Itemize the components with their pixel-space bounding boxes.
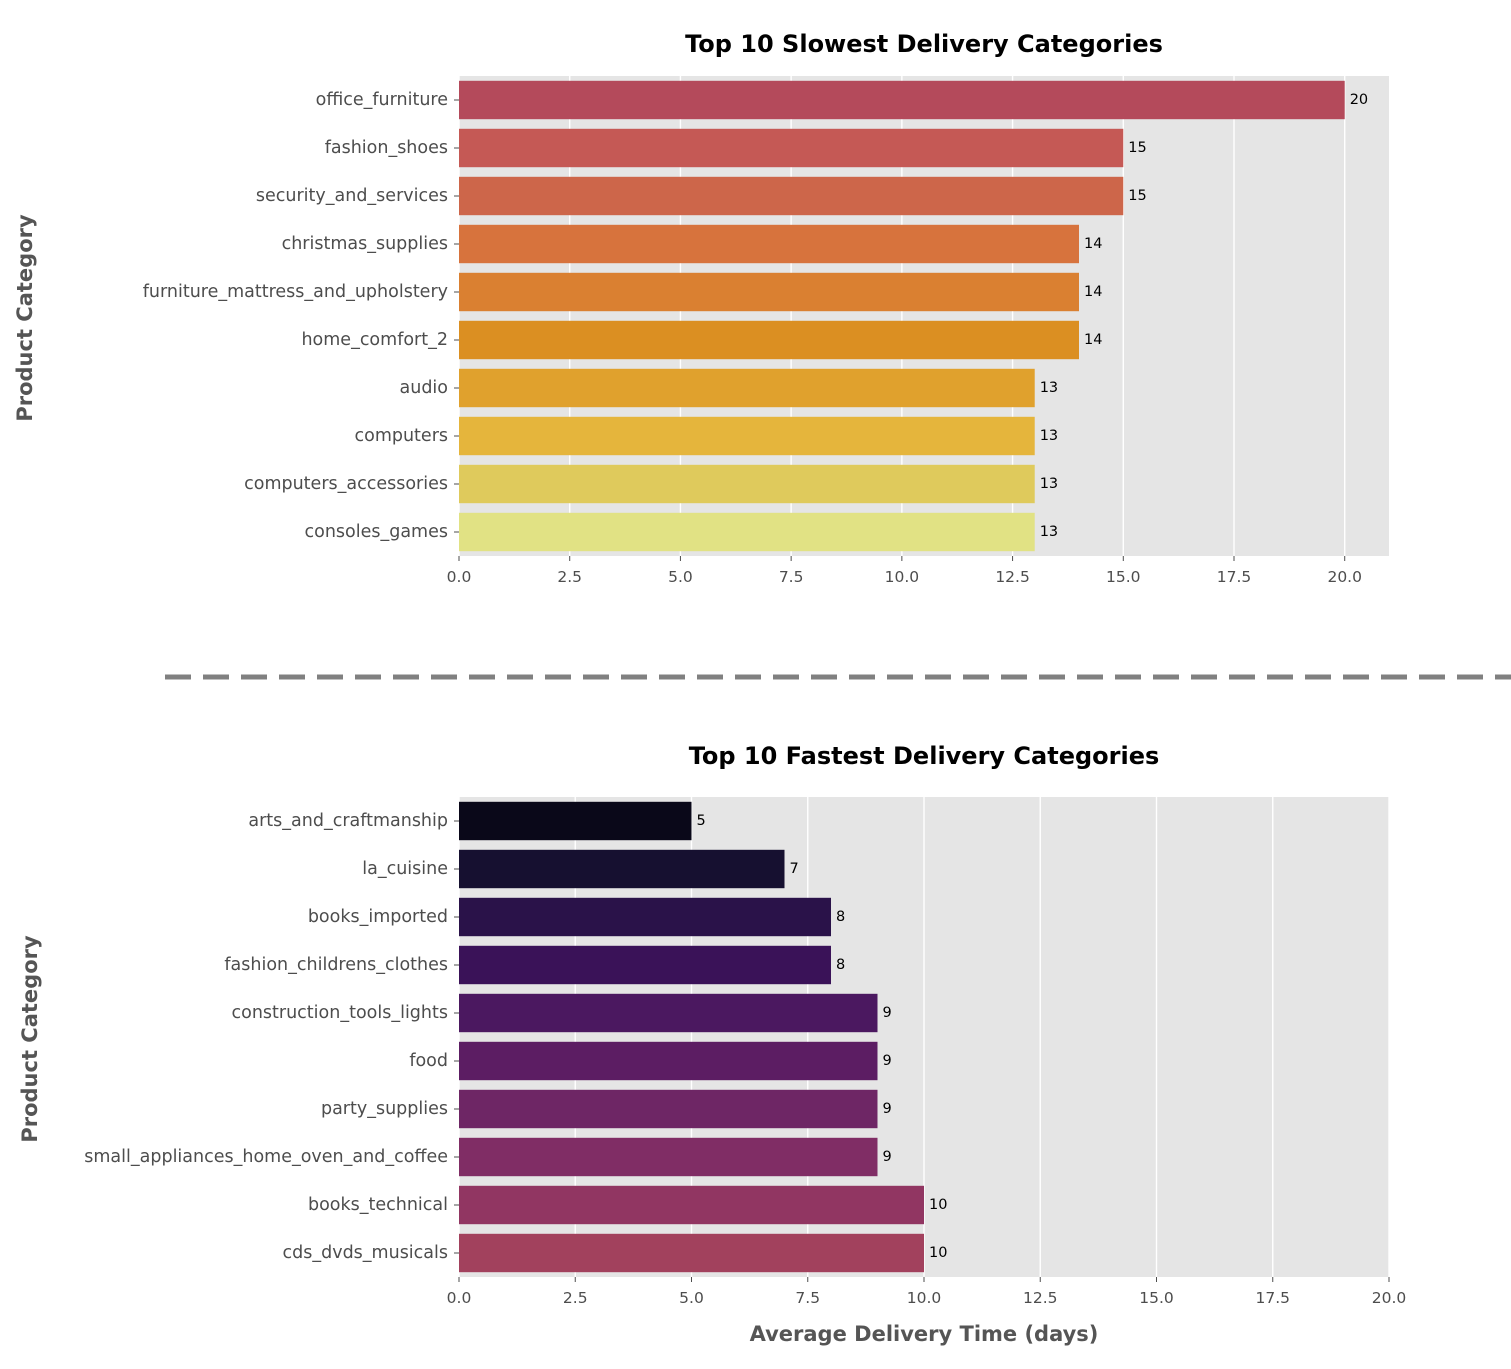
fastest-bar — [459, 1185, 924, 1225]
fastest-x-tick-label: 5.0 — [679, 1289, 704, 1307]
fastest-category-label: cds_dvds_musicals — [283, 1243, 448, 1263]
fastest-bar — [459, 1233, 924, 1273]
fastest-x-tick-label: 12.5 — [1023, 1289, 1058, 1307]
slowest-bar — [459, 464, 1035, 504]
slowest-category-label: furniture_mattress_and_upholstery — [143, 282, 448, 302]
fastest-chart-title: Top 10 Fastest Delivery Categories — [689, 742, 1160, 770]
fastest-x-tick-label: 17.5 — [1255, 1289, 1290, 1307]
fastest-x-tick-label: 0.0 — [447, 1289, 472, 1307]
fastest-x-tick-label: 20.0 — [1372, 1289, 1407, 1307]
slowest-data-label: 13 — [1040, 476, 1058, 492]
slowest-x-tick-label: 0.0 — [447, 568, 472, 586]
fastest-x-tick-label: 7.5 — [795, 1289, 820, 1307]
slowest-data-label: 14 — [1084, 284, 1102, 300]
slowest-category-label: computers — [354, 426, 448, 446]
slowest-category-label: consoles_games — [304, 522, 448, 542]
slowest-data-label: 13 — [1040, 380, 1058, 396]
fastest-x-tick-label: 10.0 — [907, 1289, 942, 1307]
fastest-chart: arts_and_craftmanship la_cuisine books_imp… — [18, 742, 1406, 1346]
slowest-bar — [459, 224, 1079, 264]
slowest-data-labels: 20 15 15 14 14 14 13 13 13 13 — [1040, 92, 1368, 540]
fastest-data-label: 9 — [883, 1053, 892, 1069]
fastest-x-tick-labels: 0.0 2.5 5.0 7.5 10.0 12.5 15.0 17.5 20.0 — [447, 1277, 1407, 1307]
slowest-category-label: audio — [400, 378, 449, 398]
slowest-x-tick-label: 15.0 — [1106, 568, 1141, 586]
fastest-bars — [459, 801, 924, 1273]
slowest-category-label: security_and_services — [256, 186, 448, 206]
slowest-data-label: 15 — [1128, 140, 1146, 156]
fastest-data-label: 8 — [836, 957, 845, 973]
fastest-category-label: food — [409, 1051, 448, 1071]
fastest-data-label: 9 — [883, 1005, 892, 1021]
slowest-bar — [459, 512, 1035, 552]
fastest-data-label: 10 — [929, 1197, 947, 1213]
fastest-bar — [459, 1041, 878, 1081]
fastest-x-tick-label: 15.0 — [1139, 1289, 1174, 1307]
fastest-bar — [459, 897, 831, 937]
fastest-data-label: 5 — [697, 813, 706, 829]
fastest-category-label: arts_and_craftmanship — [248, 811, 448, 831]
slowest-bars — [459, 80, 1345, 552]
slowest-bar — [459, 128, 1124, 168]
fastest-bar — [459, 993, 878, 1033]
fastest-x-axis-label: Average Delivery Time (days) — [750, 1322, 1099, 1346]
slowest-x-tick-labels: 0.0 2.5 5.0 7.5 10.0 12.5 15.0 17.5 20.0 — [447, 556, 1362, 586]
slowest-x-tick-label: 2.5 — [557, 568, 582, 586]
fastest-y-axis-label: Product Category — [18, 935, 42, 1143]
slowest-category-label: home_comfort_2 — [301, 330, 448, 350]
fastest-bar — [459, 801, 692, 841]
slowest-chart-title: Top 10 Slowest Delivery Categories — [685, 30, 1163, 58]
slowest-y-axis-label: Product Category — [13, 214, 37, 422]
slowest-x-tick-label: 12.5 — [995, 568, 1030, 586]
fastest-bar — [459, 1137, 878, 1177]
fastest-data-label: 9 — [883, 1101, 892, 1117]
fastest-data-label: 10 — [929, 1245, 947, 1261]
slowest-x-tick-label: 10.0 — [885, 568, 920, 586]
slowest-data-label: 13 — [1040, 524, 1058, 540]
fastest-category-label: books_technical — [308, 1195, 448, 1215]
slowest-x-tick-label: 7.5 — [779, 568, 804, 586]
slowest-data-label: 13 — [1040, 428, 1058, 444]
fastest-bar — [459, 1089, 878, 1129]
fastest-category-label: small_appliances_home_oven_and_coffee — [84, 1147, 448, 1167]
fastest-category-label: books_imported — [308, 907, 448, 927]
fastest-data-labels: 5 7 8 8 9 9 9 9 10 10 — [697, 813, 948, 1261]
fastest-data-label: 8 — [836, 909, 845, 925]
fastest-category-label: construction_tools_lights — [232, 1003, 449, 1023]
slowest-data-label: 15 — [1128, 188, 1146, 204]
fastest-category-label: la_cuisine — [362, 859, 448, 879]
fastest-x-tick-label: 2.5 — [563, 1289, 588, 1307]
slowest-data-label: 14 — [1084, 236, 1102, 252]
fastest-category-label: party_supplies — [321, 1099, 448, 1119]
slowest-bar — [459, 416, 1035, 456]
slowest-bar — [459, 320, 1079, 360]
slowest-bar — [459, 80, 1345, 120]
fastest-bar — [459, 945, 831, 985]
fastest-data-label: 9 — [883, 1149, 892, 1165]
slowest-x-tick-label: 5.0 — [668, 568, 693, 586]
slowest-category-label: office_furniture — [316, 90, 448, 110]
slowest-x-tick-label: 20.0 — [1327, 568, 1362, 586]
slowest-x-tick-label: 17.5 — [1217, 568, 1252, 586]
fastest-category-label: fashion_childrens_clothes — [224, 955, 448, 975]
slowest-data-label: 14 — [1084, 332, 1102, 348]
fastest-data-label: 7 — [790, 861, 799, 877]
slowest-category-label: christmas_supplies — [282, 234, 448, 254]
fastest-category-labels: arts_and_craftmanship la_cuisine books_imp… — [84, 811, 459, 1263]
fastest-bar — [459, 849, 785, 889]
slowest-category-label: computers_accessories — [244, 474, 448, 494]
slowest-bar — [459, 272, 1079, 312]
slowest-bar — [459, 176, 1124, 216]
slowest-data-label: 20 — [1350, 92, 1368, 108]
slowest-category-labels: office_furniture fashion_shoes security_an… — [143, 90, 459, 542]
slowest-chart: office_furniture fashion_shoes security_an… — [13, 30, 1389, 586]
slowest-bar — [459, 368, 1035, 408]
slowest-category-label: fashion_shoes — [325, 138, 448, 158]
